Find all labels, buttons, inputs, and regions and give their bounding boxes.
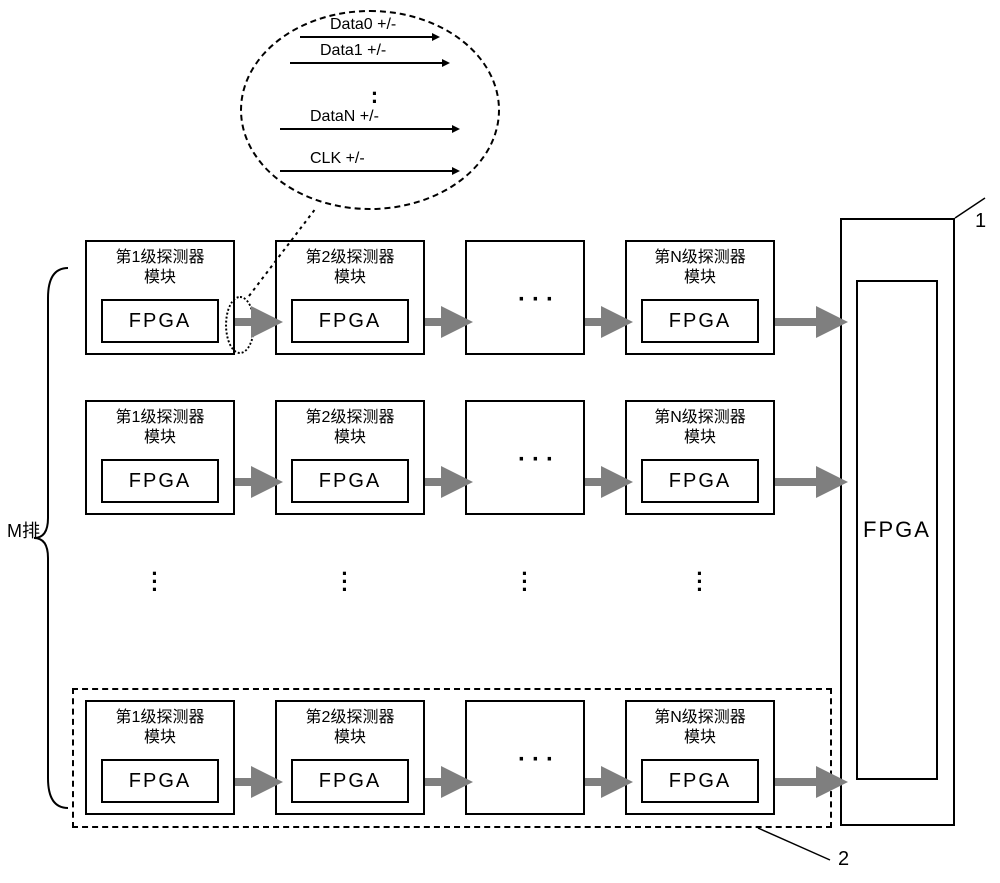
fpga-chip: FPGA: [101, 459, 219, 503]
module-title: 第1级探测器模块: [87, 408, 233, 448]
bubble-signal-label: CLK +/-: [310, 150, 365, 168]
detector-module: 第1级探测器模块 FPGA: [85, 400, 235, 515]
row-vdots: ···: [520, 570, 530, 594]
detector-module: 第1级探测器模块 FPGA: [85, 240, 235, 355]
detector-module: 第2级探测器模块 FPGA: [275, 400, 425, 515]
module-title: 第2级探测器模块: [277, 408, 423, 448]
module-title: 第2级探测器模块: [277, 248, 423, 288]
module-title: 第1级探测器模块: [87, 248, 233, 288]
callout-ellipse: [225, 296, 255, 354]
callout-number-1: 1: [975, 210, 986, 233]
bubble-signal-line: [280, 170, 460, 172]
bubble-signal-line: [280, 128, 460, 130]
bubble-signal-line: [290, 62, 450, 64]
module-title: 第N级探测器模块: [627, 408, 773, 448]
fpga-chip: FPGA: [291, 459, 409, 503]
detector-module: 第N级探测器模块 FPGA: [625, 240, 775, 355]
bubble-signal-label: Data1 +/-: [320, 42, 386, 60]
fpga-chip: FPGA: [641, 299, 759, 343]
diagram-root: Data0 +/- Data1 +/- DataN +/- CLK +/- ·· 第1级探…: [0, 0, 1000, 883]
row-vdots: ···: [695, 570, 705, 594]
bubble-signal-line: [300, 36, 440, 38]
bubble-signal-label: Data0 +/-: [330, 16, 396, 34]
m-rows-label: M排: [7, 517, 40, 543]
callout-number-2: 2: [838, 848, 849, 871]
module-title: 第N级探测器模块: [627, 248, 773, 288]
detector-module: 第N级探测器模块 FPGA: [625, 400, 775, 515]
dashed-row-outline: [72, 688, 832, 828]
bubble-vdots: ··: [370, 90, 380, 106]
row-vdots: ···: [340, 570, 350, 594]
row-vdots: ···: [150, 570, 160, 594]
fpga-chip: FPGA: [641, 459, 759, 503]
detector-module: 第2级探测器模块 FPGA: [275, 240, 425, 355]
receiver-fpga: FPGA: [856, 280, 938, 780]
fpga-chip: FPGA: [291, 299, 409, 343]
hdots: ···: [518, 446, 560, 474]
hdots: ···: [518, 286, 560, 314]
fpga-chip: FPGA: [101, 299, 219, 343]
bubble-signal-label: DataN +/-: [310, 108, 379, 126]
